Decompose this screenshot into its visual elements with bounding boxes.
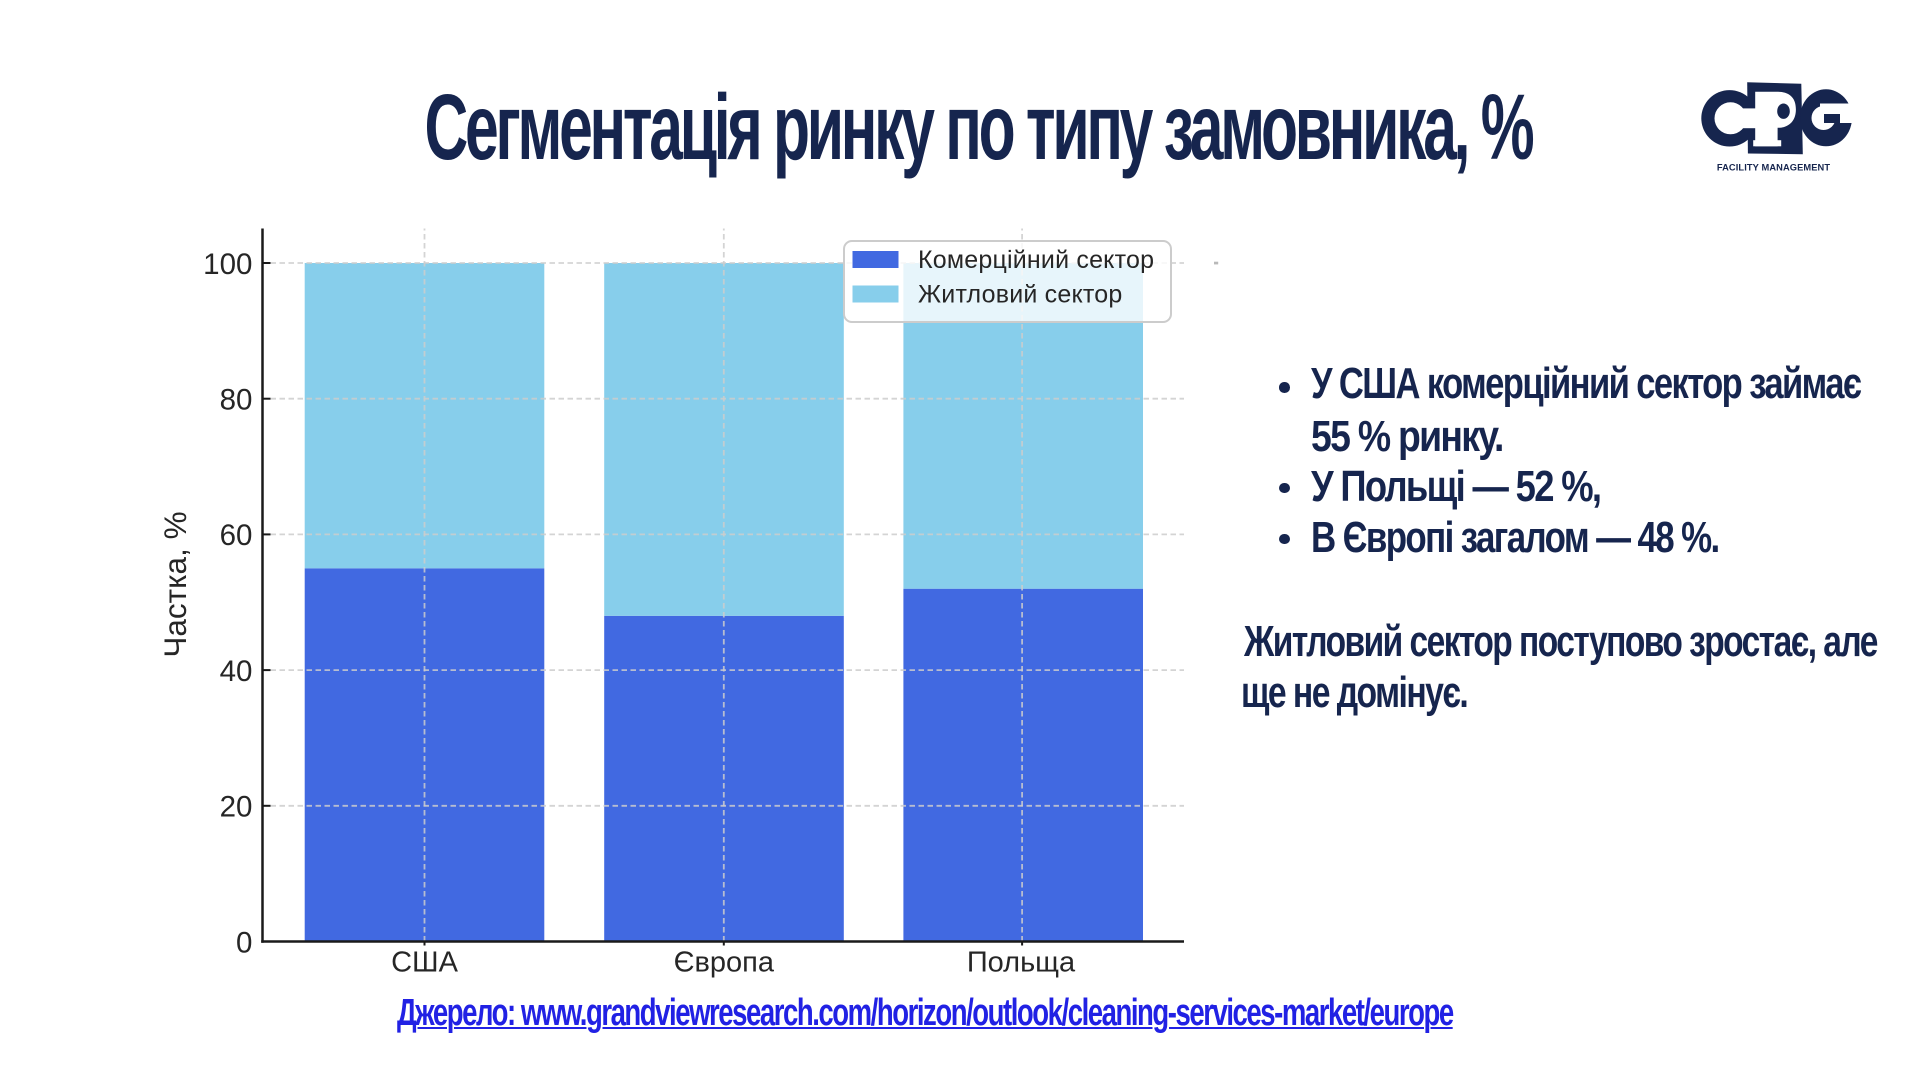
svg-text:Комерційний сектор: Комерційний сектор: [918, 246, 1154, 274]
svg-text:Житловий сектор: Житловий сектор: [918, 280, 1122, 308]
svg-text:Частка, %: Частка, %: [157, 511, 193, 657]
svg-text:60: 60: [220, 519, 253, 552]
svg-text:40: 40: [220, 655, 253, 688]
svg-text:0: 0: [236, 926, 252, 959]
svg-text:Польща: Польща: [967, 947, 1076, 979]
svg-text:20: 20: [220, 791, 253, 824]
svg-text:FACILITY MANAGEMENT: FACILITY MANAGEMENT: [1717, 163, 1831, 173]
svg-text:Європа: Європа: [674, 947, 775, 979]
svg-text:80: 80: [220, 384, 253, 417]
svg-text:США: США: [391, 947, 459, 979]
svg-text:100: 100: [203, 248, 252, 281]
